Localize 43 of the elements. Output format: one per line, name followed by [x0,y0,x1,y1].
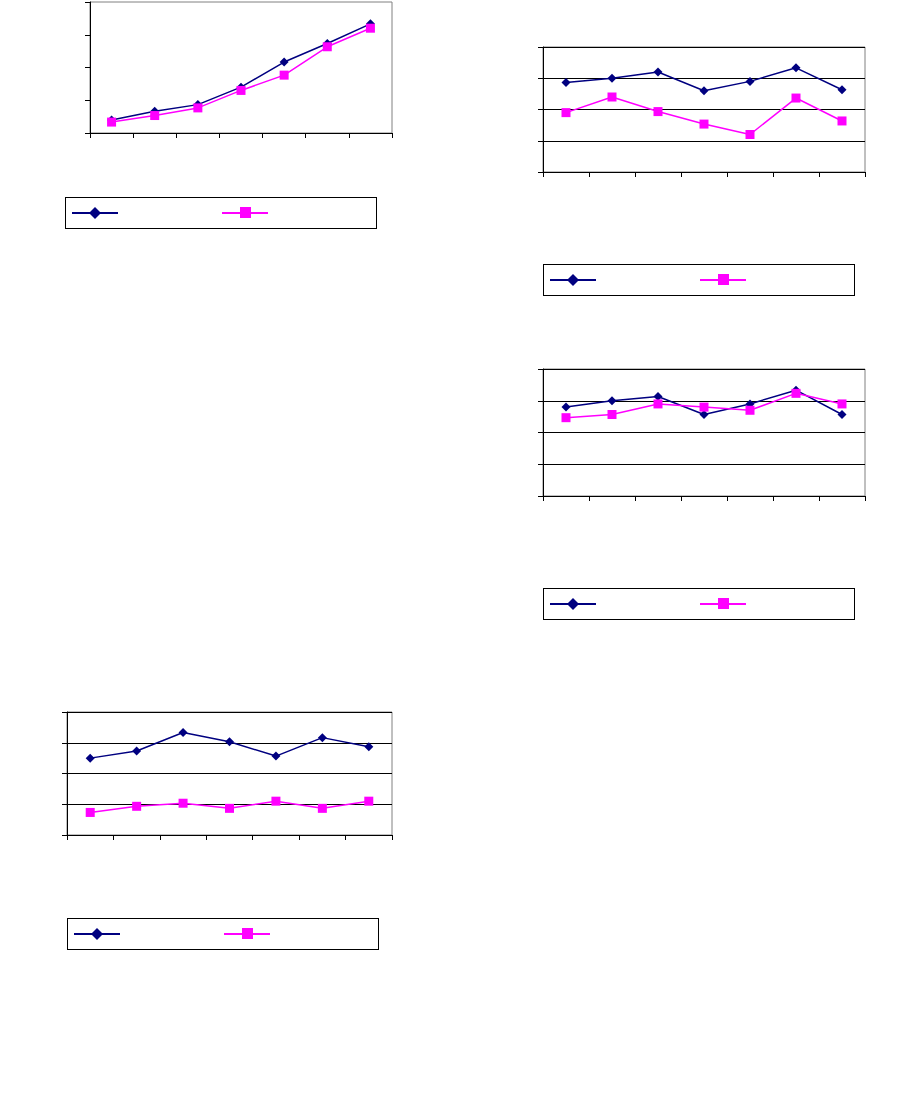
point [279,57,289,67]
point [317,803,327,813]
point [561,402,571,412]
point [653,67,663,77]
point [653,399,663,409]
point [745,130,755,139]
point [178,728,188,737]
point [225,803,234,813]
point [178,798,188,808]
point [365,23,375,33]
point [699,119,709,129]
point [699,410,709,420]
point [132,801,142,811]
point [317,733,327,743]
point [607,410,617,420]
point [85,753,95,763]
point [561,77,571,87]
point [150,111,160,121]
point [607,396,617,406]
point [132,746,142,756]
point [322,42,332,52]
point [653,107,663,117]
point [745,405,755,415]
point [271,796,281,806]
point [837,116,847,126]
point [279,70,289,80]
point [607,73,617,83]
point [364,796,374,806]
point [271,751,281,761]
point [745,76,755,86]
point [699,402,709,412]
point [837,85,847,95]
point [699,86,709,96]
point [791,93,801,103]
point [837,410,847,420]
point [561,108,571,118]
point [607,92,617,102]
point [561,413,571,423]
point [364,742,374,752]
point [791,63,801,73]
point [85,807,95,817]
point [225,737,234,747]
point [837,399,847,409]
